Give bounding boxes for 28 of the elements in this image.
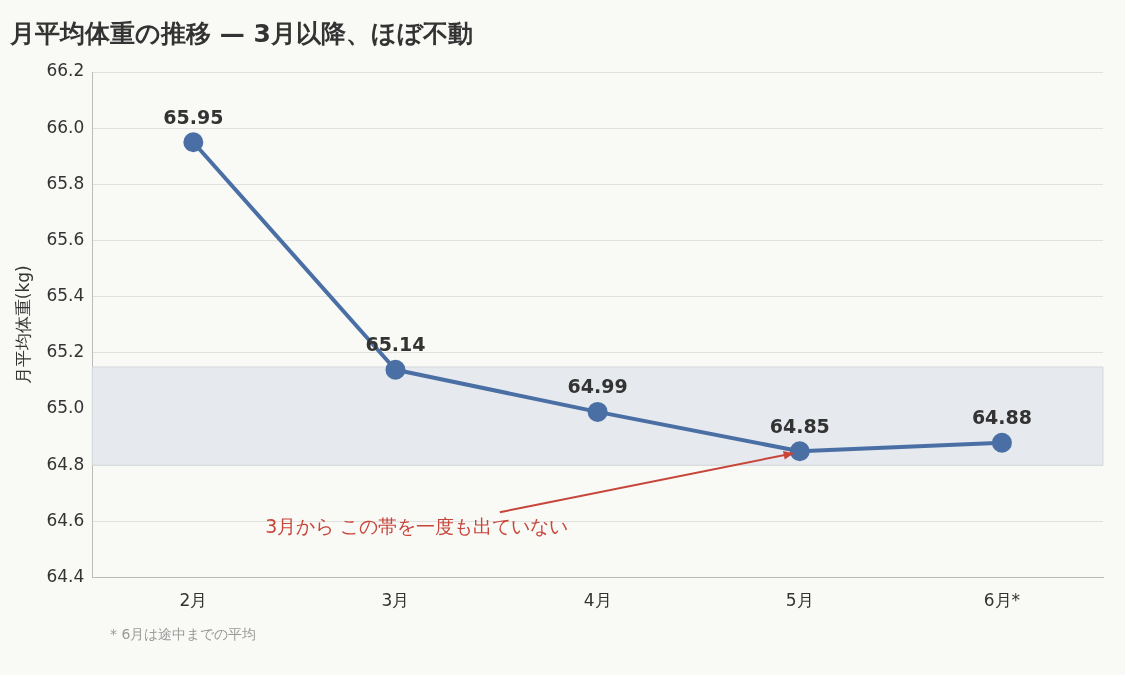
x-tick-label: 6月* xyxy=(983,590,1021,611)
text: * 6月は途中までの平均 xyxy=(110,626,257,644)
y-tick-label: 65.4 xyxy=(46,285,85,306)
annotation: 3月から この帯を一度も出ていない xyxy=(265,515,569,538)
data-label: 64.99 xyxy=(567,375,628,398)
y-tick-label: 66.0 xyxy=(46,116,85,137)
y-tick-label: 64.6 xyxy=(46,509,85,530)
y-tick-label: 65.8 xyxy=(46,172,85,193)
point xyxy=(385,359,406,380)
x-tick-label: 2月 xyxy=(179,590,208,611)
point xyxy=(789,441,810,462)
y-tick-label: 65.6 xyxy=(46,228,85,249)
data-label: 65.95 xyxy=(163,105,224,128)
point xyxy=(587,401,608,422)
y-tick-label: 64.4 xyxy=(46,566,85,587)
y-tick-label: 66.2 xyxy=(46,60,85,81)
y-tick-label: 64.8 xyxy=(46,453,85,474)
x-tick-label: 4月 xyxy=(583,590,612,611)
data-label: 64.85 xyxy=(769,414,830,437)
y-tick-label: 65.0 xyxy=(46,397,85,418)
x-tick-label: 5月 xyxy=(785,590,814,611)
y-axis-title: 月平均体重(kg) xyxy=(12,265,33,385)
x-tick-label: 3月 xyxy=(381,590,410,611)
chart-title: 月平均体重の推移 — 3月以降、ほぼ不動 xyxy=(9,18,473,48)
point xyxy=(183,132,204,153)
data-label: 64.88 xyxy=(971,406,1032,429)
y-tick-label: 65.2 xyxy=(46,341,85,362)
point xyxy=(991,432,1012,453)
